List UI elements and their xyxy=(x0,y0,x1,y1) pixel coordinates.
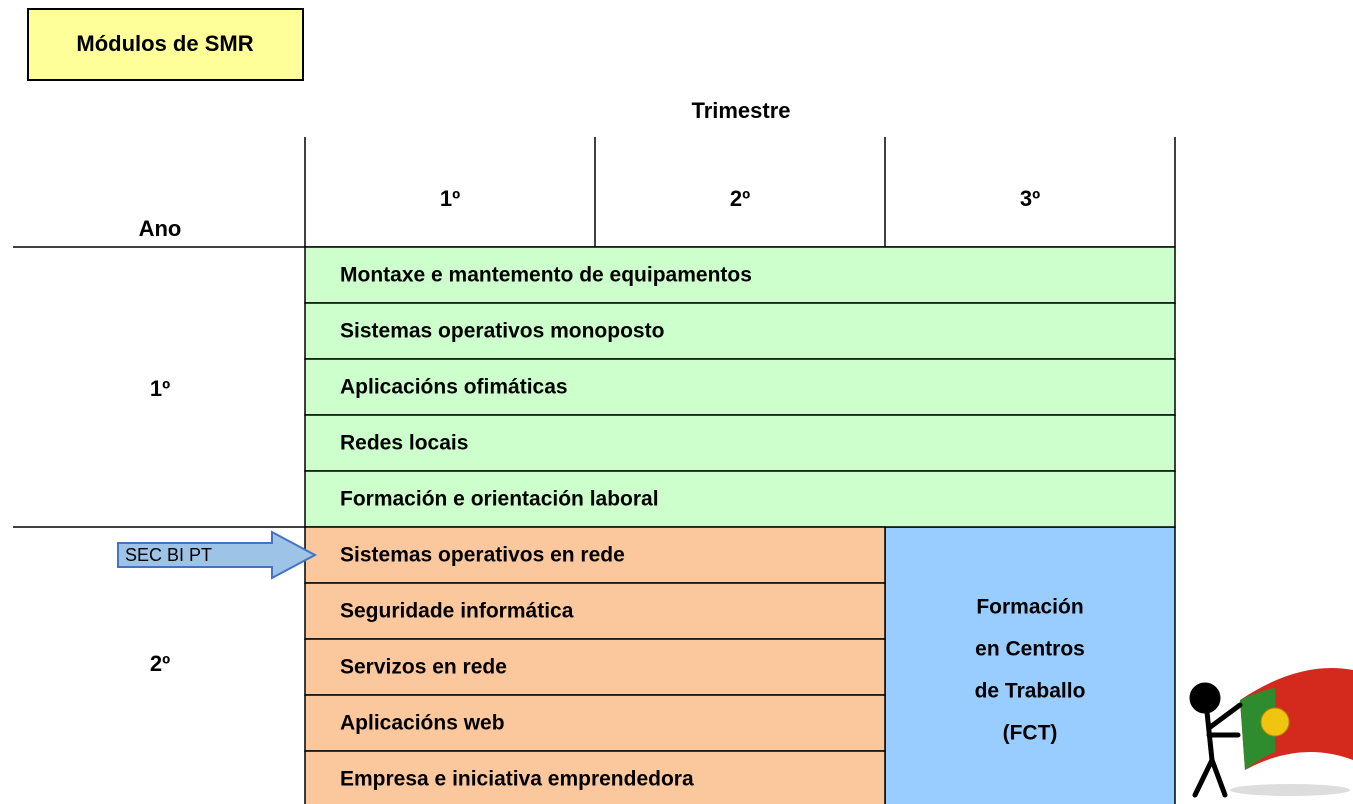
fct-line: en Centros xyxy=(975,638,1085,661)
flag-green xyxy=(1240,688,1275,770)
module-cell xyxy=(304,694,886,752)
module-name: Montaxe e mantemento de equipamentos xyxy=(340,264,752,287)
arrow-label: SEC BI PT xyxy=(125,545,212,565)
module-cell xyxy=(304,470,1176,528)
figure-with-flag xyxy=(1189,668,1353,798)
quarter-label: 3º xyxy=(1020,186,1040,211)
module-cell xyxy=(304,358,1176,416)
title: Módulos de SMR xyxy=(76,31,253,56)
module-name: Aplicacións web xyxy=(340,712,505,735)
module-name: Empresa e iniciativa emprendedora xyxy=(340,768,694,791)
module-name: Sistemas operativos monoposto xyxy=(340,320,664,343)
arrow xyxy=(117,530,318,580)
module-cell xyxy=(304,414,1176,472)
module-name: Redes locais xyxy=(340,432,468,455)
quarter-label: 2º xyxy=(730,186,750,211)
fct-block xyxy=(884,526,1176,804)
fct-text: Formación en Centros de Traballo (FCT) xyxy=(975,596,1086,745)
module-cell xyxy=(304,302,1176,360)
module-cell xyxy=(304,638,886,696)
module-name: Formación e orientación laboral xyxy=(340,488,659,511)
flag-emblem xyxy=(1260,707,1290,737)
shadow xyxy=(1230,784,1350,796)
module-name: Seguridade informática xyxy=(340,600,574,623)
body xyxy=(1192,702,1243,798)
fct-line: Formación xyxy=(976,596,1083,619)
module-rows: Montaxe e mantemento de equipamentos Sist… xyxy=(304,246,1176,804)
trimestre-label: Trimestre xyxy=(691,98,790,123)
module-cell xyxy=(304,750,886,804)
module-name: Aplicacións ofimáticas xyxy=(340,376,568,399)
module-name: Servizos en rede xyxy=(340,656,507,679)
module-cell xyxy=(304,526,886,584)
module-cell xyxy=(304,246,1176,304)
fct-line: (FCT) xyxy=(1003,722,1058,745)
quarter-label: 1º xyxy=(440,186,460,211)
ano-label: Ano xyxy=(139,216,182,241)
title-box xyxy=(27,8,304,81)
fct-line: de Traballo xyxy=(975,680,1086,703)
year-label: 1º xyxy=(150,376,170,401)
head xyxy=(1189,682,1221,714)
module-name: Sistemas operativos en rede xyxy=(340,544,625,567)
year-label: 2º xyxy=(150,651,170,676)
